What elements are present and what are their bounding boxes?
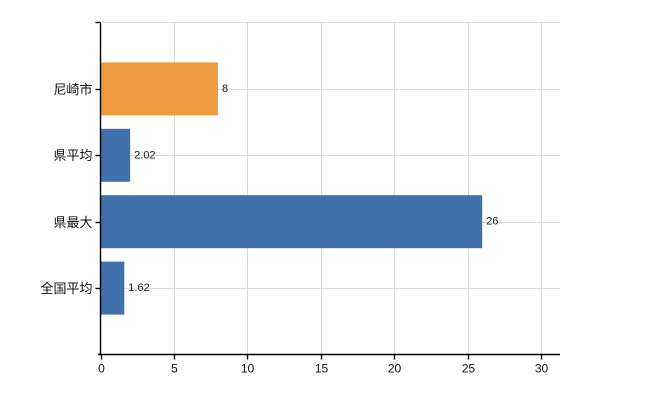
x-axis-tick-label: 25 [462,362,476,376]
bar-尼崎市 [100,62,218,116]
category-label: 県最大 [53,215,92,230]
bar-県最大 [100,195,483,249]
category-label: 尼崎市 [53,82,92,97]
bar-県平均 [100,128,131,182]
x-axis-tick-label: 5 [171,362,178,376]
category-label: 全国平均 [40,281,92,296]
value-label: 2.02 [134,149,155,161]
category-label: 県平均 [53,148,92,163]
x-axis-tick-label: 10 [241,362,255,376]
x-axis-tick-label: 20 [388,362,402,376]
value-label: 1.62 [128,282,149,294]
value-label: 26 [486,216,498,228]
x-axis-tick-label: 30 [535,362,549,376]
x-axis-tick-label: 15 [315,362,329,376]
bar-全国平均 [100,261,125,315]
value-label: 8 [222,83,228,95]
x-axis-tick-label: 0 [98,362,105,376]
